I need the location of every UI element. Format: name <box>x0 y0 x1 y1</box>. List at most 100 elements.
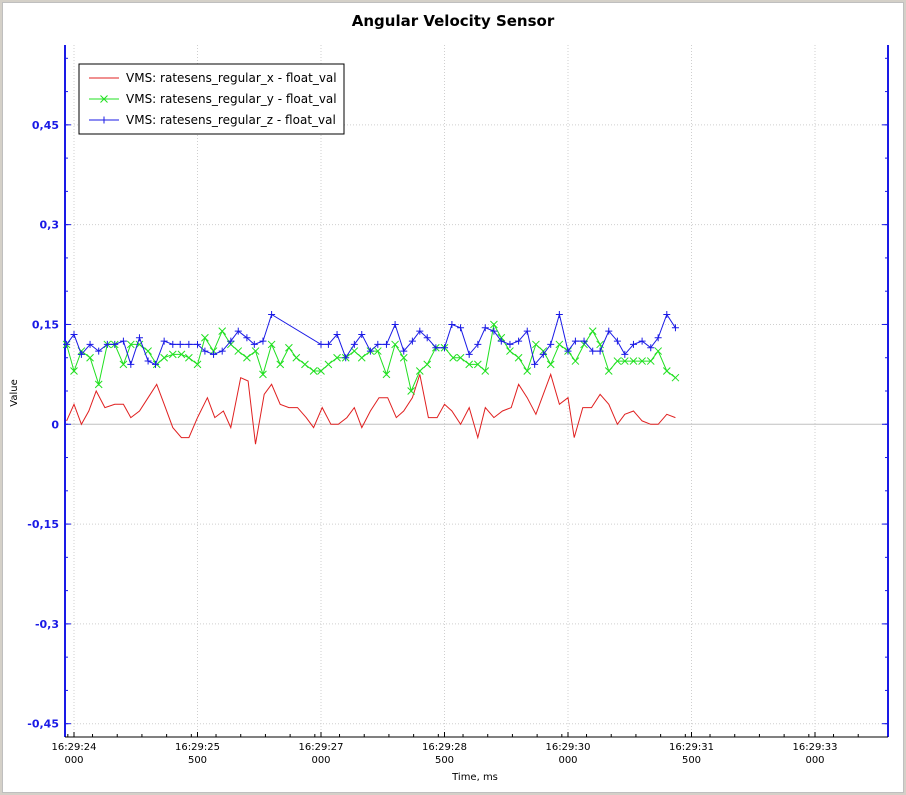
y-tick-label: -0,3 <box>35 618 59 631</box>
grid <box>65 45 888 737</box>
data-point <box>423 334 431 342</box>
data-point <box>259 370 267 379</box>
data-point <box>169 340 177 348</box>
y-axis-ticks: 0,45 0,3 0,15 0 -0,15 -0,3 -0,45 <box>27 57 888 731</box>
series-2 <box>62 320 680 395</box>
data-point <box>201 333 209 342</box>
x-tick-label: 16:29:31 <box>669 742 714 753</box>
data-point <box>564 347 572 355</box>
legend: VMS: ratesens_regular_x - float_val VMS: … <box>78 63 345 135</box>
data-point <box>415 367 424 375</box>
data-point <box>357 353 366 362</box>
data-point <box>201 347 209 355</box>
data-point <box>86 340 94 348</box>
line-chart: Angular Velocity Sensor 0,45 0,3 0,15 0 -0,1… <box>9 12 889 783</box>
data-point <box>473 360 482 369</box>
data-point <box>111 340 119 348</box>
data-point <box>301 360 309 369</box>
x-tick-sublabel: 500 <box>435 755 454 766</box>
x-tick-label: 16:29:25 <box>175 742 220 753</box>
data-point <box>227 337 235 345</box>
data-point <box>234 327 242 335</box>
data-point <box>243 334 251 342</box>
data-point <box>135 340 144 349</box>
data-point <box>373 347 382 355</box>
data-point <box>596 347 604 355</box>
data-point <box>382 370 391 379</box>
x-tick-sublabel: 500 <box>682 755 701 766</box>
data-point <box>546 360 555 369</box>
data-point <box>555 310 563 318</box>
data-point <box>70 367 78 375</box>
data-point <box>210 350 218 358</box>
series-1 <box>66 372 676 445</box>
data-point <box>127 360 135 368</box>
data-point <box>506 340 514 348</box>
y-tick-label: -0,45 <box>27 718 59 731</box>
data-point <box>408 337 416 345</box>
data-point <box>654 347 663 355</box>
series-line <box>66 312 676 367</box>
data-point <box>604 367 613 375</box>
data-point <box>100 116 108 124</box>
data-point <box>571 337 579 345</box>
data-point <box>100 95 108 103</box>
data-point <box>267 340 276 349</box>
data-point <box>185 340 193 348</box>
data-point <box>135 334 143 342</box>
data-point <box>63 340 71 348</box>
data-point <box>523 367 532 375</box>
data-point <box>86 353 94 362</box>
data-point <box>662 367 671 375</box>
axes <box>64 45 889 738</box>
data-point <box>119 337 127 345</box>
data-point <box>647 344 655 352</box>
data-point <box>663 310 671 318</box>
x-axis-ticks: 16:29:24 000 16:29:25 500 16:29:27 000 16:29:2… <box>52 732 859 766</box>
data-point <box>416 327 424 335</box>
data-point <box>350 340 358 348</box>
data-point <box>251 347 260 355</box>
data-point <box>532 340 540 349</box>
x-tick-label: 16:29:33 <box>793 742 838 753</box>
data-point <box>317 367 325 375</box>
data-point <box>456 353 465 362</box>
legend-entry: VMS: ratesens_regular_y - float_val <box>126 92 337 106</box>
data-point <box>506 347 514 355</box>
data-point <box>94 380 103 389</box>
data-point <box>333 330 341 338</box>
x-tick-label: 16:29:28 <box>422 742 467 753</box>
data-point <box>613 357 622 365</box>
data-point <box>399 353 408 362</box>
data-point <box>317 340 325 348</box>
y-tick-label: 0,15 <box>32 318 59 331</box>
data-point <box>185 353 193 362</box>
legend-entry: VMS: ratesens_regular_x - float_val <box>126 71 337 85</box>
x-tick-label: 16:29:27 <box>299 742 344 753</box>
data-point <box>638 357 646 365</box>
x-tick-label: 16:29:24 <box>52 742 97 753</box>
data-point <box>515 337 523 345</box>
data-point <box>119 360 128 369</box>
data-point <box>474 340 482 348</box>
data-point <box>309 367 318 375</box>
series-layer <box>62 310 680 445</box>
data-point <box>193 360 202 369</box>
data-point <box>176 340 184 348</box>
legend-entry: VMS: ratesens_regular_z - float_val <box>126 113 336 127</box>
data-point <box>152 360 160 368</box>
data-point <box>547 340 555 348</box>
data-point <box>629 357 638 365</box>
data-point <box>423 360 432 369</box>
data-point <box>391 320 399 328</box>
data-point <box>218 347 226 355</box>
data-point <box>95 347 103 355</box>
data-point <box>250 340 258 348</box>
data-point <box>448 320 456 328</box>
data-point <box>324 360 333 369</box>
data-point <box>292 353 301 362</box>
data-point <box>126 340 135 349</box>
data-point <box>366 347 374 355</box>
data-point <box>671 373 680 382</box>
data-point <box>638 337 646 345</box>
